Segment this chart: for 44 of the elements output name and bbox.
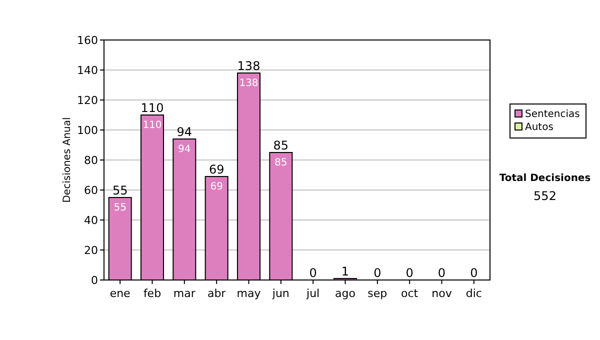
x-tick-label: mar (173, 287, 196, 300)
x-tick-label: sep (368, 287, 388, 300)
text: Total Decisiones (499, 173, 591, 184)
text: 552 (534, 189, 556, 203)
total-label: 0 (374, 266, 382, 280)
x-tick-label: jul (306, 287, 320, 300)
x-tick-label: ago (335, 287, 356, 300)
total-label: 85 (273, 138, 289, 152)
data-label: 94 (178, 144, 191, 155)
y-tick-label: 40 (84, 214, 98, 227)
legend-label: Sentencias (525, 109, 580, 120)
total-label: 0 (470, 266, 478, 280)
y-tick-label: 160 (77, 34, 98, 47)
x-tick-label: nov (432, 287, 452, 300)
x-tick-label: oct (401, 287, 419, 300)
x-tick-label: dic (466, 287, 482, 300)
total-label: 0 (438, 266, 446, 280)
data-label: 55 (114, 202, 126, 214)
data-label: 69 (210, 182, 223, 192)
y-tick-label: 0 (91, 274, 98, 287)
data-label: 110 (142, 120, 162, 131)
x-tick-label: may (236, 287, 262, 300)
y-axis-title: Decisiones Anual (62, 117, 73, 203)
total-label: 110 (140, 101, 164, 115)
legend-label: Autos (525, 122, 554, 133)
total-label: 55 (112, 184, 128, 198)
total-label: 69 (208, 162, 224, 176)
total-label: 138 (237, 59, 260, 73)
total-label: 0 (309, 266, 317, 280)
y-tick-label: 60 (84, 184, 98, 197)
x-tick-label: jun (271, 287, 290, 300)
y-tick-label: 120 (77, 94, 98, 107)
x-tick-label: feb (143, 287, 162, 300)
data-label: 138 (239, 78, 258, 89)
total-label: 0 (406, 266, 414, 280)
y-tick-label: 140 (77, 64, 98, 77)
y-tick-label: 80 (84, 154, 98, 167)
total-label: 1 (341, 264, 350, 278)
data-label: 85 (274, 158, 288, 168)
x-tick-label: abr (207, 287, 226, 300)
y-tick-label: 20 (84, 244, 98, 257)
y-tick-label: 100 (77, 124, 98, 137)
x-tick-label: ene (110, 287, 131, 300)
total-label: 94 (176, 125, 192, 139)
